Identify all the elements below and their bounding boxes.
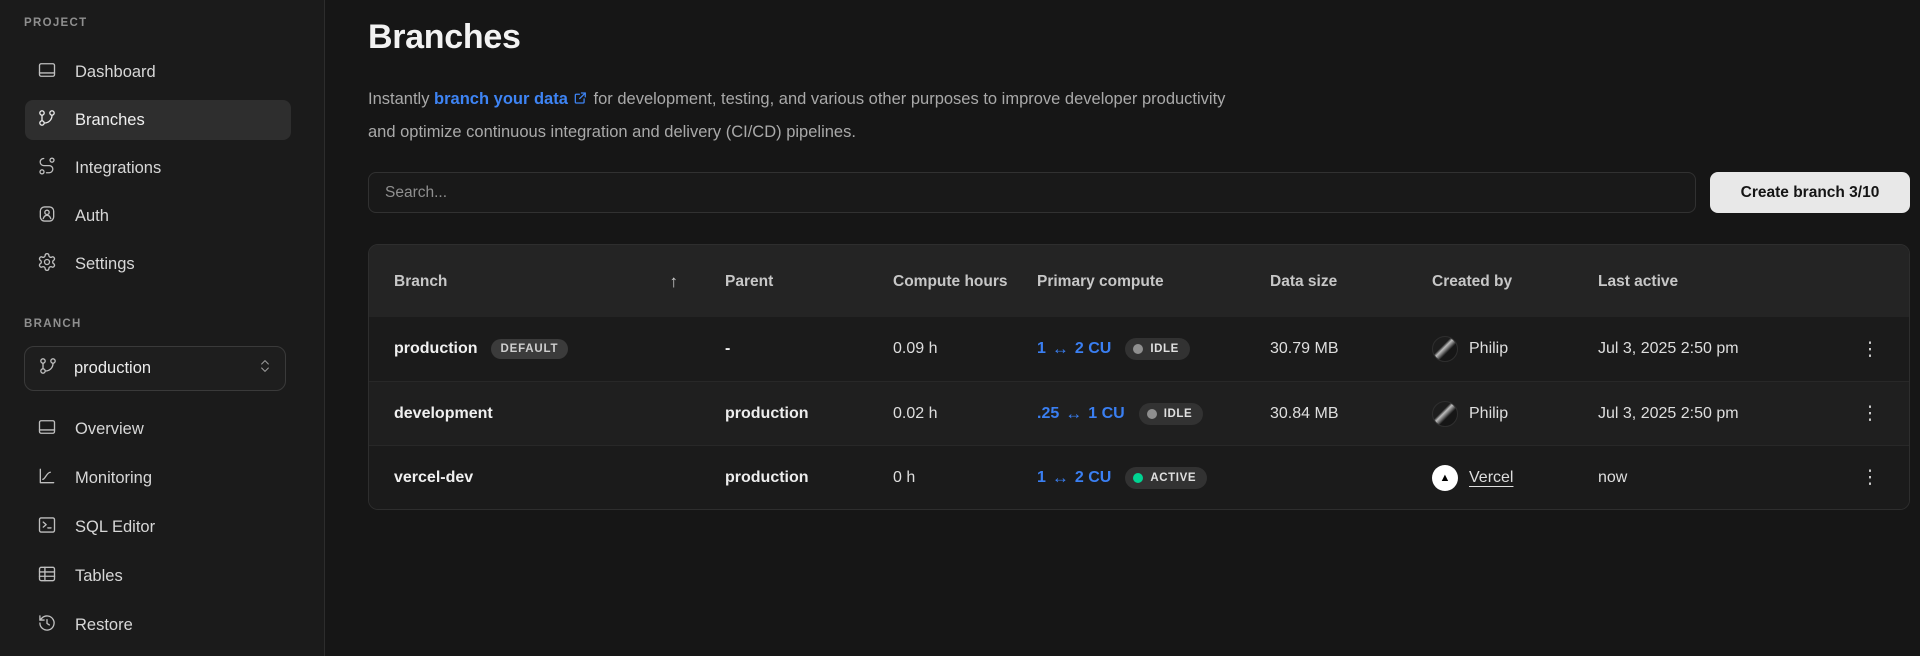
external-link-icon [573, 91, 587, 109]
active-dot-icon [1133, 472, 1144, 483]
last-active-cell: Jul 3, 2025 2:50 pm [1598, 340, 1739, 357]
branch-section-label: BRANCH [24, 318, 82, 330]
terminal-icon [37, 515, 57, 540]
sidebar-item-label: Auth [75, 206, 109, 225]
column-header-parent: Parent [725, 272, 774, 290]
sidebar-item-label: Overview [75, 419, 144, 438]
compute-hours-cell: 0 h [893, 468, 916, 486]
branch-nav: Overview Monitoring SQL Editor Tables [0, 409, 324, 645]
integrations-icon [37, 156, 57, 181]
gear-icon [37, 252, 57, 277]
sort-asc-icon: ↑ [669, 271, 679, 291]
data-size-cell: 30.79 MB [1270, 340, 1339, 357]
dashboard-icon [37, 60, 57, 85]
primary-compute-value: 1 ↔ 2 CU [1037, 467, 1112, 487]
vercel-logo-icon: ▲ [1432, 464, 1458, 491]
sidebar-item-tables[interactable]: Tables [25, 556, 291, 596]
branch-your-data-link[interactable]: branch your data [434, 90, 568, 108]
table-header-row: Branch ↑ Parent Compute hours Primary co… [369, 245, 1909, 317]
table-row-production[interactable]: production DEFAULT - 0.09 h 1 ↔ 2 CU IDLE 3… [369, 317, 1909, 381]
created-by-name: Philip [1469, 404, 1509, 422]
branch-selector[interactable]: production [24, 346, 286, 391]
last-active-cell: Jul 3, 2025 2:50 pm [1598, 404, 1739, 422]
sidebar-item-branches[interactable]: Branches [25, 100, 291, 140]
auth-badge-icon [37, 204, 57, 229]
column-header-last-active: Last active [1598, 272, 1679, 290]
sidebar-item-sql-editor[interactable]: SQL Editor [25, 507, 291, 547]
status-badge: IDLE [1138, 402, 1204, 425]
chart-icon [37, 466, 57, 491]
branch-selector-value: production [74, 359, 152, 377]
compute-hours-cell: 0.02 h [893, 404, 938, 422]
sidebar-item-label: Monitoring [75, 468, 153, 487]
column-header-data-size: Data size [1270, 272, 1338, 290]
column-header-compute-hours: Compute hours [893, 272, 1008, 290]
parent-cell: - [725, 340, 731, 357]
table-row-vercel-dev[interactable]: vercel-dev production 0 h 1 ↔ 2 CU ACTIVE … [369, 445, 1909, 509]
autoscale-arrow-icon: ↔ [1051, 467, 1069, 487]
sidebar-item-label: Tables [75, 566, 123, 585]
main-content: Branches Instantly branch your data for … [326, 0, 1920, 656]
project-nav: Dashboard Branches Integrations Auth [0, 52, 324, 284]
column-header-primary-compute: Primary compute [1037, 272, 1164, 290]
row-menu-button[interactable]: ⋮ [1831, 462, 1909, 493]
sidebar-item-label: Dashboard [75, 62, 156, 81]
last-active-cell: now [1598, 468, 1628, 486]
status-badge: IDLE [1125, 338, 1190, 360]
sidebar-item-integrations[interactable]: Integrations [25, 148, 291, 188]
parent-cell: production [725, 468, 809, 486]
sidebar-item-restore[interactable]: Restore [25, 605, 291, 645]
sidebar-item-overview[interactable]: Overview [25, 409, 291, 449]
history-icon [37, 613, 57, 638]
description-line-1: Instantly branch your data for developme… [368, 90, 1226, 109]
sidebar-item-label: Branches [75, 110, 145, 129]
git-branch-icon [38, 356, 58, 381]
branch-name: production [394, 340, 478, 357]
autoscale-arrow-icon: ↔ [1065, 403, 1083, 423]
idle-dot-icon [1133, 344, 1144, 354]
sidebar-item-dashboard[interactable]: Dashboard [25, 52, 291, 92]
idle-dot-icon [1146, 408, 1157, 419]
philip-avatar [1432, 400, 1458, 427]
description-line-2: and optimize continuous integration and … [368, 123, 856, 141]
compute-hours-cell: 0.09 h [893, 340, 938, 357]
sidebar-item-label: Integrations [75, 158, 162, 177]
page-description: Instantly branch your data for developme… [368, 83, 1920, 148]
table-controls: Create branch 3/10 [368, 172, 1910, 213]
primary-compute-value: .25 ↔ 1 CU [1037, 403, 1125, 423]
default-badge: DEFAULT [490, 338, 569, 360]
page-title: Branches [368, 18, 521, 56]
column-header-created-by: Created by [1432, 272, 1513, 290]
git-branch-icon [37, 108, 57, 133]
column-header-branch[interactable]: Branch ↑ [394, 271, 679, 291]
project-section-label: PROJECT [24, 17, 88, 29]
row-menu-button[interactable]: ⋮ [1831, 398, 1909, 429]
branches-table: Branch ↑ Parent Compute hours Primary co… [368, 244, 1910, 510]
created-by-vercel-link[interactable]: Vercel [1469, 468, 1514, 486]
data-size-cell: 30.84 MB [1270, 404, 1339, 422]
sidebar-item-monitoring[interactable]: Monitoring [25, 458, 291, 498]
created-by-name: Philip [1469, 340, 1509, 357]
sidebar-item-label: Restore [75, 615, 133, 634]
autoscale-arrow-icon: ↔ [1051, 339, 1069, 358]
parent-cell: production [725, 404, 809, 422]
chevrons-up-down-icon [257, 358, 273, 379]
table-row-development[interactable]: development production 0.02 h .25 ↔ 1 CU I… [369, 381, 1909, 445]
branch-name: development [394, 404, 493, 422]
sidebar-item-label: Settings [75, 254, 135, 273]
sidebar-item-label: SQL Editor [75, 517, 156, 536]
branch-name: vercel-dev [394, 468, 474, 486]
sidebar: PROJECT Dashboard Branches Integrations [0, 0, 325, 656]
table-icon [37, 564, 57, 589]
create-branch-button[interactable]: Create branch 3/10 [1710, 172, 1910, 213]
status-badge: ACTIVE [1125, 466, 1208, 489]
philip-avatar [1432, 336, 1458, 362]
primary-compute-value: 1 ↔ 2 CU [1037, 339, 1112, 358]
sidebar-item-auth[interactable]: Auth [25, 196, 291, 236]
search-input[interactable] [368, 172, 1696, 213]
overview-icon [37, 417, 57, 442]
row-menu-button[interactable]: ⋮ [1831, 334, 1909, 365]
sidebar-item-settings[interactable]: Settings [25, 244, 291, 284]
